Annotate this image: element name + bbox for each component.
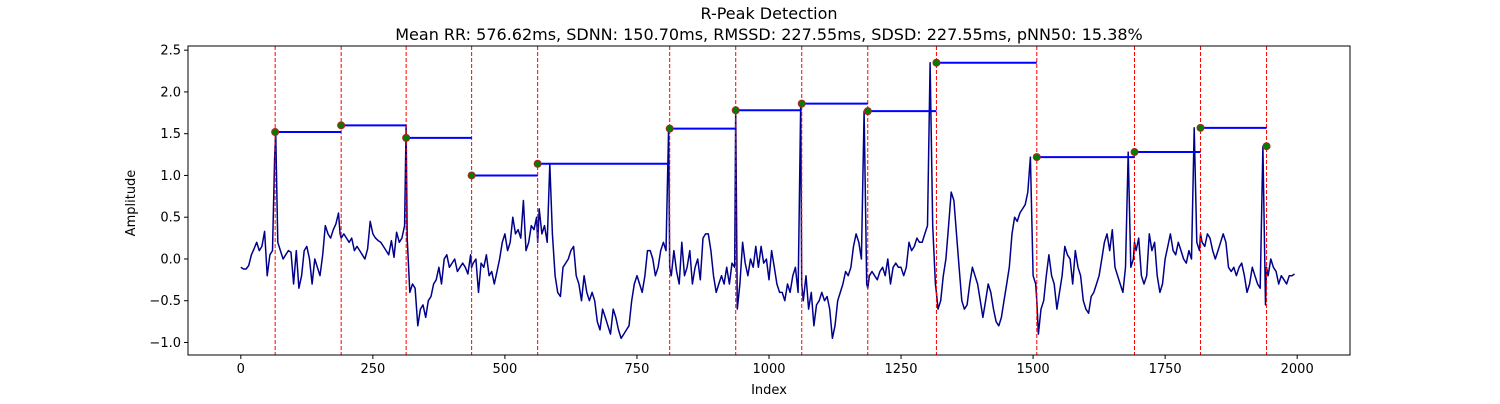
x-tick-label-7: 1750 [1149,362,1182,377]
y-tick-label-6: 2.0 [160,85,181,100]
r-peak-marker-1 [337,121,346,130]
chart-subtitle: Mean RR: 576.62ms, SDNN: 150.70ms, RMSSD… [395,25,1143,44]
r-peak-marker-12 [1196,123,1205,132]
r-peak-marker-10 [1032,153,1041,162]
x-axis-label: Index [751,383,787,398]
axes-frame [187,45,1351,356]
ecg-signal-line [240,61,1295,340]
r-peak-marker-9 [932,58,941,67]
r-peak-marker-0 [271,128,280,137]
y-tick-label-7: 2.5 [160,44,181,59]
r-peak-marker-3 [467,171,476,180]
plot-area [240,46,1295,355]
y-tick-label-5: 1.5 [160,127,181,142]
r-peak-marker-4 [533,159,542,168]
x-tick-label-8: 2000 [1281,362,1314,377]
r-peak-marker-11 [1130,148,1139,157]
x-tick-label-6: 1500 [1017,362,1050,377]
x-tick-label-5: 1250 [884,362,917,377]
x-tick-label-4: 1000 [752,362,785,377]
r-peak-marker-8 [863,107,872,116]
x-tick-label-2: 500 [492,362,517,377]
y-tick-label-0: −1.0 [149,336,181,351]
y-axis-label: Amplitude [124,170,139,237]
y-tick-label-3: 0.5 [160,211,181,226]
y-tick-label-2: 0.0 [160,252,181,267]
r-peak-marker-7 [797,99,806,108]
r-peak-marker-6 [731,106,740,115]
x-tick-label-1: 250 [360,362,385,377]
r-peak-marker-13 [1262,142,1271,151]
chart-title: R-Peak Detection [700,4,837,23]
r-peak-marker-2 [402,133,411,142]
axis-ticks: 0 250 500 750 1000 1250 1500 1750 2000 −1.0 −0.5 0.… [149,44,1313,377]
y-tick-label-4: 1.0 [160,169,181,184]
x-tick-label-0: 0 [237,362,245,377]
x-tick-label-3: 750 [625,362,650,377]
r-peak-marker-5 [665,124,674,133]
y-tick-label-1: −0.5 [149,294,181,309]
